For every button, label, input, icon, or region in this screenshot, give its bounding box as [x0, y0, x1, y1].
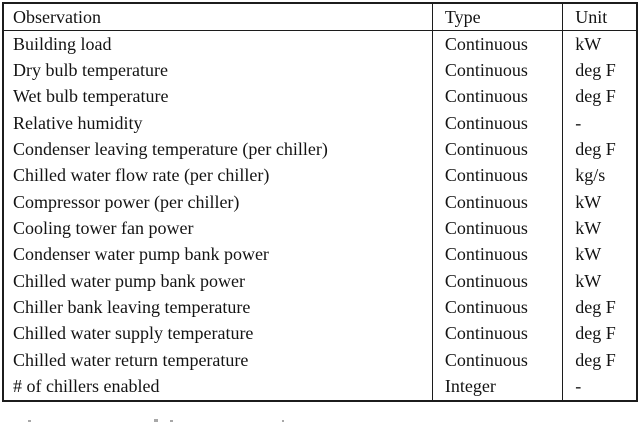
cell-observation: Building load: [13, 33, 112, 54]
cell-observation: Chilled water flow rate (per chiller): [13, 165, 270, 186]
cell-type: Continuous: [431, 241, 563, 269]
cell-type: Continuous: [431, 83, 563, 111]
cell-observation: Chilled water supply temperature: [13, 323, 254, 344]
cell-unit: -: [562, 373, 637, 401]
cell-type: Integer: [431, 373, 563, 401]
caption-letter-top: [28, 420, 31, 422]
cell-type: Continuous: [431, 136, 563, 163]
cell-unit: -: [562, 110, 637, 137]
cell-type: Continuous: [431, 57, 563, 84]
cell-unit: deg F: [562, 136, 637, 163]
cell-type: Continuous: [431, 320, 563, 348]
header-type: Type: [431, 3, 563, 31]
cell-unit: kW: [562, 30, 637, 58]
cell-unit: deg F: [562, 347, 637, 374]
cell-observation: Wet bulb temperature: [13, 86, 169, 107]
header-unit: Unit: [562, 3, 637, 31]
cell-observation: Compressor power (per chiller): [13, 191, 240, 212]
observation-space-table: Observation Type Unit Building load Cont…: [2, 2, 638, 402]
cell-observation: Chilled water return temperature: [13, 349, 249, 370]
cell-unit: kW: [562, 268, 637, 295]
cell-unit: kW: [562, 215, 637, 242]
table-row: Chilled water return temperature Continu…: [3, 347, 637, 374]
cell-unit: deg F: [562, 294, 637, 321]
cell-observation: Relative humidity: [13, 112, 143, 133]
table-row: Chiller bank leaving temperature Continu…: [3, 294, 637, 321]
cell-observation: Chilled water pump bank power: [13, 270, 245, 291]
table-row: Wet bulb temperature Continuous deg F: [3, 83, 637, 111]
cell-type: Continuous: [431, 162, 563, 190]
table-row: Chilled water flow rate (per chiller) Co…: [3, 162, 637, 190]
cell-unit: kW: [562, 189, 637, 216]
cell-type: Continuous: [431, 294, 563, 321]
caption-letter-top: [154, 419, 158, 422]
cell-unit: deg F: [562, 57, 637, 84]
table-row: # of chillers enabled Integer -: [3, 373, 637, 401]
table-row: Dry bulb temperature Continuous deg F: [3, 57, 637, 84]
cutoff-caption-fragments: [0, 419, 640, 423]
caption-letter-top: [170, 420, 173, 422]
cell-observation: # of chillers enabled: [13, 376, 160, 397]
table-row: Building load Continuous kW: [3, 30, 637, 58]
table-row: Relative humidity Continuous -: [3, 110, 637, 137]
table-row: Cooling tower fan power Continuous kW: [3, 215, 637, 242]
header-observation: Observation: [3, 3, 433, 31]
cell-observation: Dry bulb temperature: [13, 60, 168, 81]
table-row: Chilled water supply temperature Continu…: [3, 320, 637, 348]
cell-type: Continuous: [431, 110, 563, 137]
cell-unit: deg F: [562, 320, 637, 348]
cell-observation: Cooling tower fan power: [13, 218, 194, 239]
cell-unit: kg/s: [562, 162, 637, 190]
table-row: Condenser water pump bank power Continuo…: [3, 241, 637, 269]
cell-type: Continuous: [431, 189, 563, 216]
cell-type: Continuous: [431, 215, 563, 242]
table-row: Chilled water pump bank power Continuous…: [3, 268, 637, 295]
cell-observation: Chiller bank leaving temperature: [13, 297, 251, 318]
caption-letter-top: [282, 420, 284, 422]
cell-observation: Condenser water pump bank power: [13, 244, 269, 265]
table-row: Compressor power (per chiller) Continuou…: [3, 189, 637, 216]
cell-type: Continuous: [431, 268, 563, 295]
table-header-row: Observation Type Unit: [3, 3, 637, 31]
cell-unit: kW: [562, 241, 637, 269]
cell-type: Continuous: [431, 30, 563, 58]
cell-type: Continuous: [431, 347, 563, 374]
cell-observation: Condenser leaving temperature (per chill…: [13, 139, 328, 160]
table-row: Condenser leaving temperature (per chill…: [3, 136, 637, 163]
cell-unit: deg F: [562, 83, 637, 111]
